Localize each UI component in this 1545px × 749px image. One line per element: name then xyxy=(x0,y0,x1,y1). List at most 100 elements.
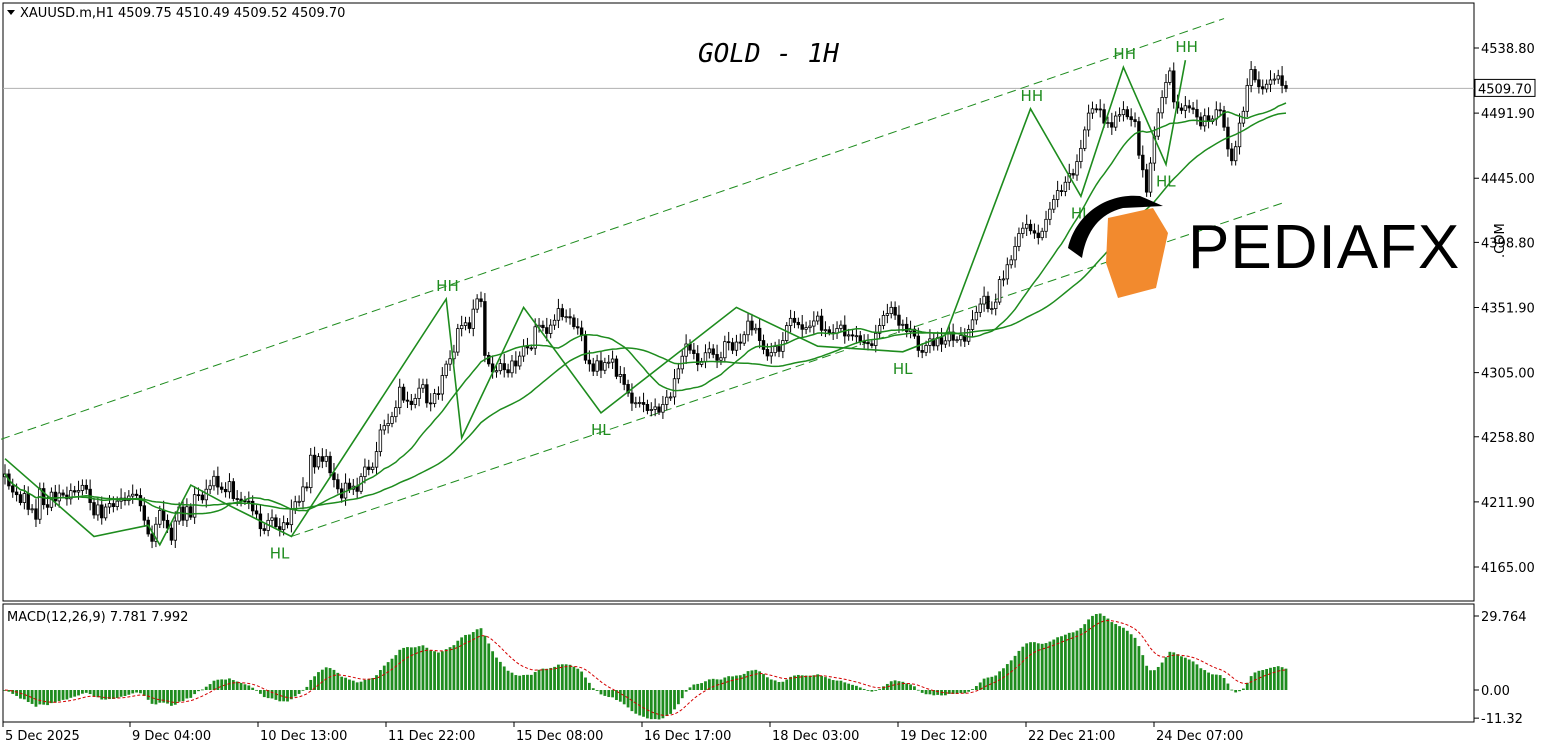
macd-bar xyxy=(572,666,576,690)
macd-bar xyxy=(332,669,336,690)
candle xyxy=(1172,62,1176,109)
candle xyxy=(293,495,297,515)
macd-bar xyxy=(971,689,974,690)
macd-bar xyxy=(951,690,955,694)
macd-bar xyxy=(100,690,104,700)
candle xyxy=(127,490,131,506)
macd-bar xyxy=(684,690,688,692)
macd-bar xyxy=(982,678,986,690)
price-panel[interactable] xyxy=(2,2,1475,602)
macd-bar xyxy=(649,690,653,720)
macd-bar xyxy=(1114,624,1118,690)
candle xyxy=(1156,108,1160,140)
swing-label-hl: HL xyxy=(893,360,913,378)
macd-bar xyxy=(765,677,769,690)
candle xyxy=(955,336,959,344)
candle xyxy=(328,451,332,477)
candle xyxy=(278,518,282,537)
macd-bar xyxy=(1218,675,1222,690)
candle xyxy=(692,342,696,360)
candle xyxy=(456,323,460,356)
macd-bar xyxy=(1149,670,1152,690)
candle xyxy=(595,354,599,377)
candle xyxy=(696,345,700,372)
macd-bar xyxy=(355,682,359,690)
macd-bar xyxy=(1249,676,1253,690)
candle xyxy=(761,334,766,355)
macd-bar xyxy=(735,675,738,690)
candle xyxy=(158,505,162,529)
macd-bar xyxy=(351,680,355,690)
macd-bar xyxy=(680,690,684,699)
macd-bar xyxy=(502,666,506,690)
macd-bar xyxy=(808,675,812,690)
macd-tick-label: 0.00 xyxy=(1481,684,1510,699)
macd-bar xyxy=(769,679,773,690)
candle xyxy=(1098,99,1102,118)
macd-bar xyxy=(278,690,282,702)
candle xyxy=(223,482,228,498)
macd-bar xyxy=(1214,674,1218,690)
candle xyxy=(398,378,402,415)
macd-bar xyxy=(781,681,785,690)
candle xyxy=(997,276,1002,305)
candle xyxy=(943,336,948,348)
macd-bar xyxy=(417,646,421,690)
candle xyxy=(680,350,684,374)
candle xyxy=(502,353,506,378)
candle xyxy=(649,402,653,417)
macd-bar xyxy=(564,664,568,690)
macd-tick-label: -11.32 xyxy=(1481,712,1523,727)
candle xyxy=(1071,168,1075,179)
macd-bar xyxy=(862,688,866,690)
macd-bar xyxy=(506,670,510,690)
candle xyxy=(831,324,835,340)
candle xyxy=(498,358,503,375)
price-tick-label: 4165.00 xyxy=(1481,561,1535,576)
candle xyxy=(792,311,797,329)
macd-bar xyxy=(1160,662,1164,690)
dropdown-triangle-icon[interactable] xyxy=(7,10,15,15)
candle xyxy=(413,393,417,409)
macd-bar xyxy=(495,657,498,690)
swing-label-hh: HH xyxy=(1113,45,1136,63)
macd-bar xyxy=(247,685,251,690)
candle xyxy=(61,489,65,498)
macd-bar xyxy=(742,673,746,690)
macd-bar xyxy=(1276,666,1280,690)
macd-bar xyxy=(371,677,375,690)
candle xyxy=(622,367,626,391)
candle xyxy=(1113,111,1118,131)
candle xyxy=(103,503,108,521)
candle xyxy=(200,490,205,504)
macd-bar xyxy=(909,684,912,690)
macd-bar xyxy=(553,666,556,690)
candle xyxy=(161,500,166,529)
time-tick-label: 22 Dec 21:00 xyxy=(1028,729,1115,744)
macd-bar xyxy=(1238,690,1241,692)
macd-bar xyxy=(181,690,185,702)
macd-bar xyxy=(1075,630,1079,690)
candle xyxy=(262,523,266,535)
macd-bar xyxy=(1187,659,1191,690)
macd-bar xyxy=(53,690,57,703)
candle xyxy=(332,463,336,488)
macd-bar xyxy=(313,676,316,690)
candle xyxy=(935,331,940,351)
macd-bar xyxy=(657,690,661,720)
macd-bar xyxy=(669,690,673,714)
macd-bar xyxy=(398,649,402,690)
macd-bar xyxy=(170,690,173,706)
macd-bar xyxy=(707,679,711,690)
candle xyxy=(1024,214,1029,236)
macd-bar xyxy=(1102,615,1106,690)
candle xyxy=(893,301,897,320)
candle xyxy=(730,337,735,355)
candle xyxy=(463,316,468,331)
macd-bar xyxy=(998,671,1001,690)
macd-bar xyxy=(1183,657,1187,690)
macd-panel[interactable] xyxy=(2,603,1475,723)
macd-bar xyxy=(382,665,386,690)
candle xyxy=(309,448,313,494)
macd-bar xyxy=(1056,637,1060,690)
